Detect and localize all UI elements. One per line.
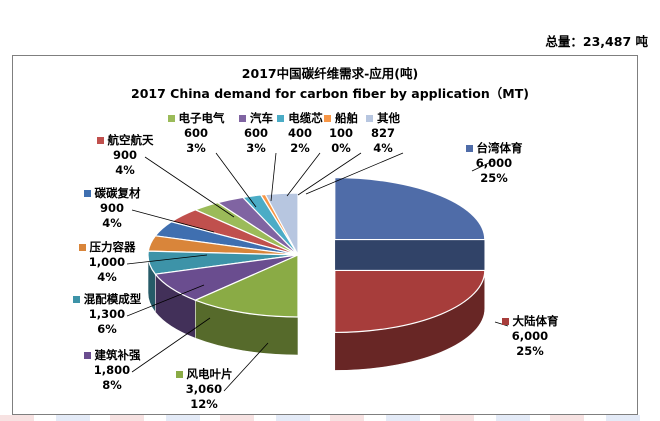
legend-swatch bbox=[175, 371, 183, 378]
slice-label: 电缆芯 400 2% bbox=[258, 111, 342, 156]
legend-swatch bbox=[83, 190, 91, 197]
slice-label: 其他 827 4% bbox=[341, 111, 425, 156]
slice-percent: 8% bbox=[102, 378, 122, 392]
slice-name: 台湾体育 bbox=[476, 141, 523, 155]
slice-label: 电子电气 600 3% bbox=[154, 111, 238, 156]
leader-line bbox=[270, 152, 277, 202]
slice-percent: 3% bbox=[186, 141, 206, 155]
chart-title: 2017中国碳纤维需求-应用(吨) bbox=[241, 66, 419, 81]
slice-风电叶片 bbox=[193, 254, 299, 318]
slice-name: 混配模成型 bbox=[83, 292, 142, 306]
slice-name: 其他 bbox=[377, 111, 400, 125]
slice-percent: 4% bbox=[373, 141, 393, 155]
leader-line bbox=[223, 342, 269, 392]
slice-label: 航空航天 900 4% bbox=[83, 133, 167, 178]
total-label: 总量：23,487 吨 bbox=[545, 34, 648, 49]
slice-percent: 4% bbox=[115, 163, 135, 177]
slice-name: 电缆芯 bbox=[288, 111, 323, 125]
slice-value: 400 bbox=[287, 126, 312, 140]
slice-value: 1,000 bbox=[88, 255, 126, 269]
slice-label: 混配模成型 1,300 6% bbox=[65, 292, 149, 337]
legend-swatch bbox=[277, 115, 285, 122]
truncated-heading: ▔▔▔▔▔▔▔ bbox=[22, 0, 99, 7]
leader-line bbox=[126, 254, 208, 265]
legend-swatch bbox=[167, 115, 175, 122]
slice-value: 900 bbox=[112, 148, 137, 162]
slice-percent: 3% bbox=[246, 141, 266, 155]
legend-swatch bbox=[501, 318, 509, 325]
leader-line bbox=[471, 159, 496, 172]
legend-swatch bbox=[465, 145, 473, 152]
legend-swatch bbox=[96, 137, 104, 144]
slice-name: 风电叶片 bbox=[186, 367, 233, 381]
slice-name: 航空航天 bbox=[107, 133, 154, 147]
slice-台湾体育 bbox=[334, 176, 486, 241]
slice-name: 汽车 bbox=[250, 111, 273, 125]
slice-name: 电子电气 bbox=[178, 111, 225, 125]
leader-line bbox=[286, 152, 321, 197]
leader-line bbox=[126, 284, 205, 317]
slice-value: 1,800 bbox=[93, 363, 131, 377]
slice-value: 900 bbox=[99, 201, 124, 215]
slice-value: 6,000 bbox=[511, 329, 549, 343]
leader-line bbox=[131, 209, 215, 233]
slice-label: 压力容器 1,000 4% bbox=[65, 240, 149, 285]
leader-line bbox=[305, 152, 404, 195]
legend-swatch bbox=[239, 115, 246, 122]
slice-value: 600 bbox=[243, 126, 268, 140]
legend-swatch bbox=[83, 352, 91, 359]
leader-line bbox=[144, 156, 235, 218]
slice-label: 船舶 100 0% bbox=[299, 111, 383, 156]
slice-name: 大陆体育 bbox=[512, 314, 559, 328]
slice-value: 827 bbox=[370, 126, 395, 140]
legend-swatch bbox=[366, 115, 373, 122]
chart-subtitle: 2017 China demand for carbon fiber by ap… bbox=[131, 86, 529, 101]
leader-line bbox=[297, 152, 362, 196]
slice-name: 碳碳复材 bbox=[94, 186, 141, 200]
slice-percent: 25% bbox=[516, 344, 544, 358]
slice-大陆体育 bbox=[334, 269, 486, 334]
legend-swatch bbox=[324, 115, 331, 122]
slice-label: 台湾体育 6,000 25% bbox=[452, 141, 536, 186]
slice-label: 碳碳复材 900 4% bbox=[70, 186, 154, 231]
page-footer-strip bbox=[0, 415, 660, 421]
slice-value: 3,060 bbox=[185, 382, 223, 396]
slice-label: 大陆体育 6,000 25% bbox=[488, 314, 572, 359]
slice-label: 风电叶片 3,060 12% bbox=[162, 367, 246, 412]
slice-name: 压力容器 bbox=[89, 240, 136, 254]
slice-percent: 4% bbox=[97, 270, 117, 284]
slice-percent: 2% bbox=[290, 141, 310, 155]
slice-name: 建筑补强 bbox=[94, 348, 141, 362]
slice-percent: 25% bbox=[480, 171, 508, 185]
legend-swatch bbox=[72, 296, 80, 303]
slice-percent: 12% bbox=[190, 397, 218, 411]
slice-value: 6,000 bbox=[475, 156, 513, 170]
leader-line bbox=[215, 152, 257, 208]
leader-line bbox=[131, 317, 211, 373]
slice-name: 船舶 bbox=[335, 111, 358, 125]
slice-label: 汽车 600 3% bbox=[214, 111, 298, 156]
slice-value: 100 bbox=[328, 126, 353, 140]
slice-value: 600 bbox=[183, 126, 208, 140]
slice-percent: 6% bbox=[97, 322, 117, 336]
slice-percent: 4% bbox=[102, 216, 122, 230]
legend-swatch bbox=[78, 244, 86, 251]
slice-value: 1,300 bbox=[88, 307, 126, 321]
slice-percent: 0% bbox=[331, 141, 351, 155]
slice-label: 建筑补强 1,800 8% bbox=[70, 348, 154, 393]
